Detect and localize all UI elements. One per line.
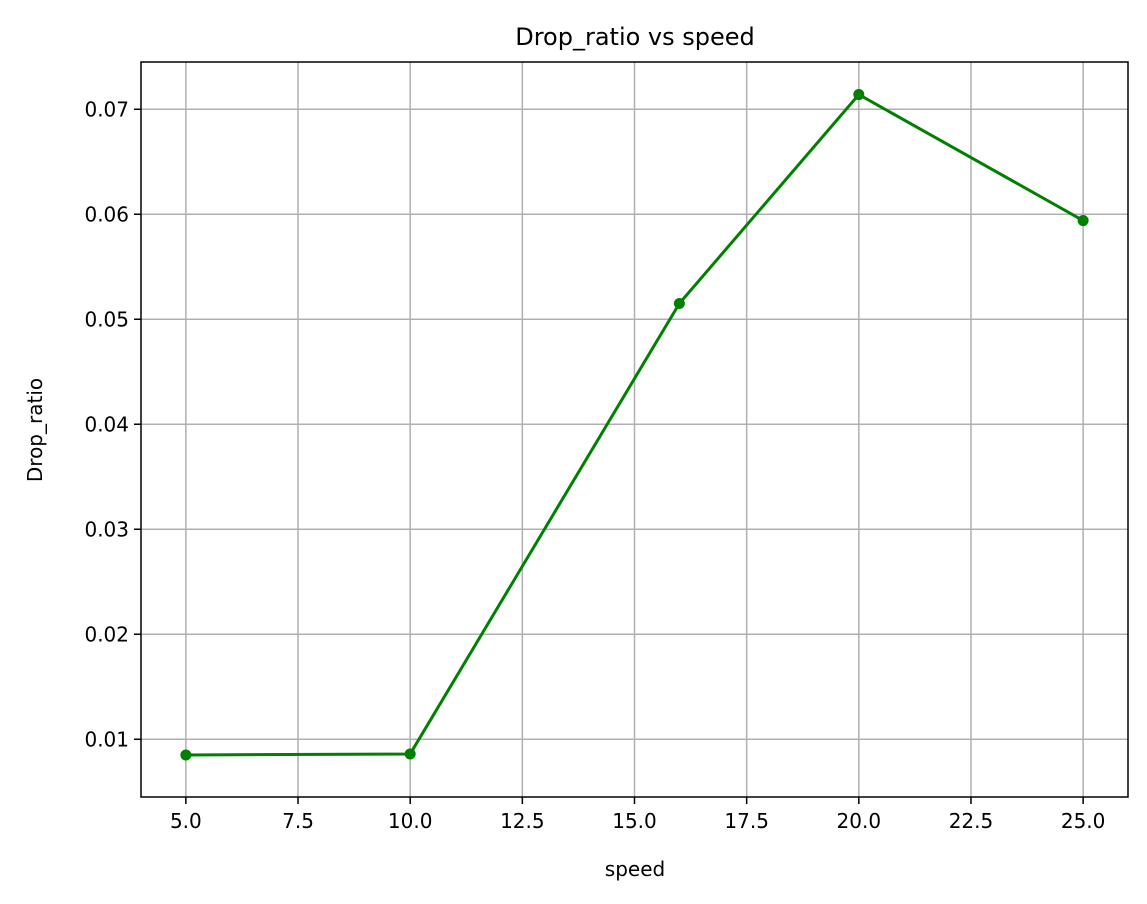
x-tick-label: 20.0 — [837, 809, 882, 833]
data-point — [404, 748, 416, 760]
chart-title: Drop_ratio vs speed — [515, 23, 755, 51]
x-tick-label: 17.5 — [724, 809, 769, 833]
x-tick-label: 10.0 — [388, 809, 433, 833]
x-tick-label: 5.0 — [170, 809, 202, 833]
data-point — [853, 89, 865, 101]
x-tick-label: 25.0 — [1061, 809, 1106, 833]
x-tick-label: 22.5 — [949, 809, 994, 833]
data-point — [673, 298, 685, 309]
x-tick-label: 15.0 — [612, 809, 657, 833]
y-tick-label: 0.05 — [84, 307, 129, 331]
y-tick-label: 0.06 — [84, 202, 129, 226]
y-axis-label: Drop_ratio — [23, 378, 47, 482]
y-tick-label: 0.04 — [84, 412, 129, 436]
y-tick-label: 0.01 — [84, 727, 129, 751]
series-layer — [180, 89, 1089, 761]
y-tick-label: 0.07 — [84, 97, 129, 121]
data-point — [180, 749, 192, 761]
y-tick-label: 0.02 — [84, 622, 129, 646]
y-axis-ticks: 0.01 0.02 0.03 0.04 0.05 0.06 0.07 — [84, 97, 141, 751]
x-axis-ticks: 5.0 7.5 10.0 12.5 15.0 17.5 20.0 22.5 25.0 — [170, 797, 1105, 833]
x-tick-label: 12.5 — [500, 809, 545, 833]
y-tick-label: 0.03 — [84, 517, 129, 541]
data-point — [1077, 215, 1089, 227]
x-axis-label: speed — [605, 857, 665, 881]
grid — [141, 62, 1128, 797]
x-tick-label: 7.5 — [282, 809, 314, 833]
